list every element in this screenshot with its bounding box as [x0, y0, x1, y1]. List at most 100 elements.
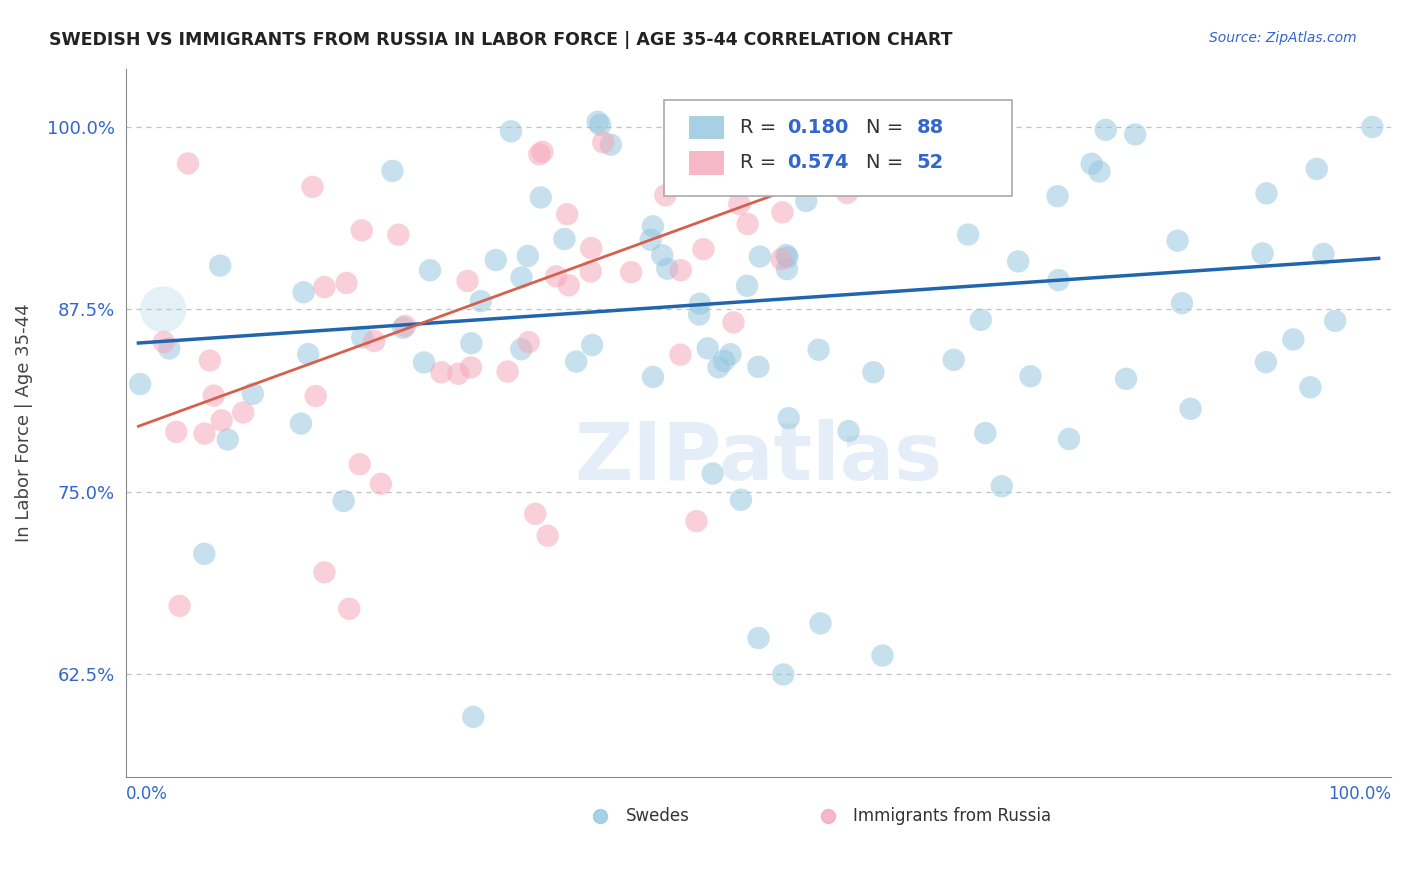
- Point: [510, 342, 533, 356]
- Point: [460, 336, 482, 351]
- Point: [335, 276, 357, 290]
- Point: [1180, 401, 1202, 416]
- Text: 100.0%: 100.0%: [1329, 786, 1391, 804]
- Point: [152, 334, 174, 349]
- Point: [640, 233, 662, 247]
- Point: [692, 242, 714, 256]
- Point: [770, 252, 793, 267]
- Text: 0.574: 0.574: [787, 153, 849, 172]
- Point: [363, 334, 385, 348]
- Text: Source: ZipAtlas.com: Source: ZipAtlas.com: [1209, 31, 1357, 45]
- Text: 88: 88: [917, 118, 943, 136]
- Point: [1171, 296, 1194, 310]
- Point: [1299, 380, 1322, 394]
- Point: [1007, 254, 1029, 268]
- Point: [419, 263, 441, 277]
- Point: [332, 494, 354, 508]
- Point: [872, 105, 894, 120]
- Point: [529, 147, 551, 161]
- Point: [835, 186, 858, 200]
- Point: [510, 270, 533, 285]
- Point: [211, 413, 233, 427]
- Point: [202, 389, 225, 403]
- Text: Immigrants from Russia: Immigrants from Russia: [853, 806, 1052, 824]
- Point: [537, 529, 560, 543]
- Point: [1123, 128, 1146, 142]
- Point: [1167, 234, 1189, 248]
- FancyBboxPatch shape: [664, 101, 1011, 196]
- Point: [217, 433, 239, 447]
- Point: [1254, 355, 1277, 369]
- Point: [1094, 123, 1116, 137]
- Point: [620, 265, 643, 279]
- Point: [654, 188, 676, 202]
- Point: [735, 278, 758, 293]
- Point: [1306, 161, 1329, 176]
- Point: [970, 313, 993, 327]
- Point: [776, 250, 799, 264]
- Text: N =: N =: [866, 153, 910, 172]
- Point: [641, 219, 664, 234]
- Point: [641, 370, 664, 384]
- Point: [152, 302, 174, 317]
- Point: [394, 318, 416, 333]
- Point: [165, 425, 187, 439]
- Point: [723, 315, 745, 329]
- Point: [553, 232, 575, 246]
- Point: [651, 248, 673, 262]
- Point: [531, 145, 554, 159]
- Point: [1115, 372, 1137, 386]
- Point: [657, 261, 679, 276]
- Point: [297, 347, 319, 361]
- Point: [581, 338, 603, 352]
- Point: [530, 190, 553, 204]
- Point: [1046, 189, 1069, 203]
- Point: [707, 360, 730, 375]
- Point: [957, 227, 980, 242]
- Point: [794, 194, 817, 208]
- Point: [198, 353, 221, 368]
- Point: [772, 143, 794, 157]
- Point: [592, 136, 614, 150]
- Point: [696, 342, 718, 356]
- Point: [1019, 369, 1042, 384]
- Point: [447, 367, 470, 381]
- Point: [546, 269, 568, 284]
- Point: [157, 342, 180, 356]
- Text: N =: N =: [866, 118, 910, 136]
- Point: [778, 411, 800, 425]
- Point: [689, 296, 711, 310]
- Point: [1057, 432, 1080, 446]
- Point: [413, 355, 436, 369]
- Point: [558, 278, 581, 293]
- Point: [589, 118, 612, 132]
- Point: [301, 180, 323, 194]
- Point: [720, 347, 742, 361]
- Bar: [689, 152, 724, 175]
- Point: [470, 294, 492, 309]
- Point: [292, 285, 315, 300]
- Point: [463, 710, 485, 724]
- Point: [747, 631, 769, 645]
- Point: [460, 360, 482, 375]
- Point: [565, 354, 588, 368]
- Point: [728, 197, 751, 211]
- Point: [862, 365, 884, 379]
- Point: [129, 377, 152, 392]
- Point: [1047, 273, 1070, 287]
- Point: [209, 259, 232, 273]
- Point: [807, 343, 830, 357]
- Point: [242, 386, 264, 401]
- Point: [392, 320, 415, 334]
- Point: [314, 280, 336, 294]
- Point: [772, 667, 794, 681]
- Point: [387, 227, 409, 242]
- Point: [974, 425, 997, 440]
- Point: [524, 507, 547, 521]
- Point: [1256, 186, 1278, 201]
- Point: [991, 479, 1014, 493]
- Point: [747, 359, 769, 374]
- Point: [193, 547, 215, 561]
- Point: [872, 648, 894, 663]
- Text: R =: R =: [740, 153, 782, 172]
